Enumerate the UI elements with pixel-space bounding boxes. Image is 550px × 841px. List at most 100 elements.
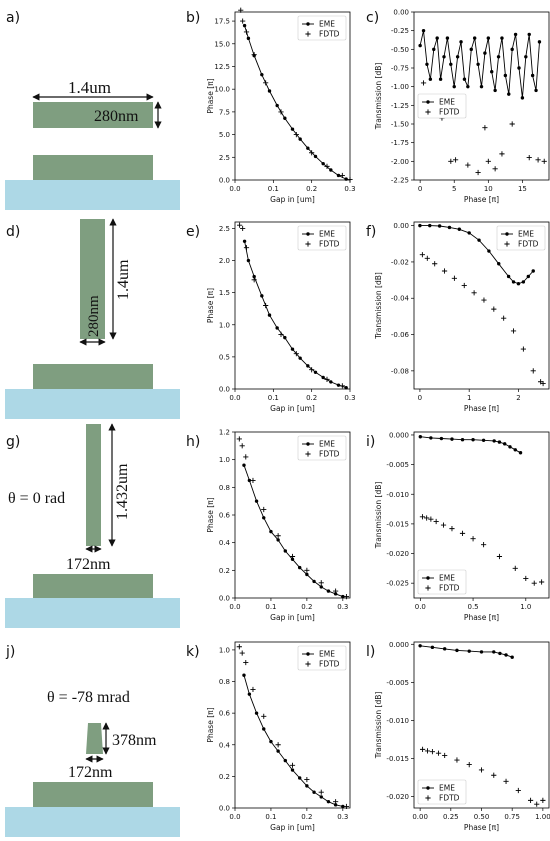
series-line — [243, 675, 343, 807]
panel-label-d: d) — [6, 224, 20, 240]
x-tick-label: 0.0 — [229, 813, 240, 821]
data-point — [429, 436, 433, 440]
data-point — [441, 268, 448, 274]
width-label: 172nm — [68, 764, 113, 781]
substrate — [5, 180, 180, 210]
x-tick-label: 0.00 — [412, 813, 428, 821]
y-tick-label: 0.6 — [219, 512, 231, 520]
y-tick-label: 0.4 — [219, 539, 231, 547]
data-point — [521, 280, 526, 284]
data-point — [242, 23, 247, 28]
x-tick-label: 5 — [452, 185, 456, 193]
series-eme — [418, 644, 514, 659]
data-point — [243, 454, 249, 460]
legend-marker — [305, 241, 311, 247]
data-point — [312, 579, 316, 584]
x-tick-label: 0.75 — [504, 813, 520, 821]
series-line — [243, 465, 343, 598]
data-point — [236, 436, 242, 442]
panel-label-c: c) — [366, 10, 379, 26]
series-eme — [418, 435, 523, 455]
y-tick-label: -2.00 — [391, 158, 409, 166]
width-label: 280nm — [86, 295, 102, 337]
data-point — [275, 103, 279, 108]
data-point — [278, 109, 284, 115]
y-tick-label: 2.5 — [219, 154, 230, 162]
data-point — [442, 55, 446, 59]
legend-marker — [425, 585, 431, 591]
x-tick-label: 0.25 — [443, 813, 459, 821]
data-point — [490, 70, 494, 74]
data-point — [261, 713, 267, 719]
chart-i: 0.0 0.5 1.0 0.000 -0.005 -0.010 -0.015 -0.020 -0… — [374, 431, 550, 622]
x-tick-label: 2 — [516, 394, 520, 402]
data-point — [333, 803, 338, 807]
data-point — [432, 261, 438, 267]
series-eme — [242, 673, 345, 809]
data-point — [492, 166, 498, 172]
y-tick-label: -1.75 — [391, 139, 409, 147]
data-point — [459, 40, 463, 44]
data-point — [283, 116, 287, 120]
data-point — [276, 749, 280, 753]
data-point — [344, 177, 348, 181]
y-tick-label: -0.04 — [391, 295, 410, 303]
data-point — [269, 529, 273, 534]
legend-label: FDTD — [439, 108, 460, 117]
data-point — [438, 77, 443, 81]
data-point — [309, 150, 315, 156]
data-point — [499, 151, 505, 157]
data-point — [510, 328, 517, 334]
x-tick-label: 0.0 — [229, 603, 240, 611]
data-point — [493, 88, 497, 93]
data-point — [508, 445, 512, 449]
data-point — [455, 55, 460, 59]
x-axis-label: Gap in [um] — [270, 195, 315, 204]
data-point — [421, 28, 426, 33]
chart-h: 0.0 0.1 0.2 0.3 0.0 0.2 0.4 0.6 0.8 1.0 1.2 Gap in … — [206, 429, 351, 622]
legend-marker — [504, 241, 510, 247]
data-point — [531, 580, 537, 586]
data-point — [326, 589, 331, 593]
data-point — [242, 463, 246, 467]
data-point — [506, 274, 511, 279]
x-tick-label: 0.2 — [301, 603, 312, 611]
data-point — [469, 47, 473, 52]
chart-l: 0.00 0.25 0.50 0.75 1.00 0.000 -0.005 -0.010 -0.… — [374, 641, 550, 832]
data-point — [262, 727, 266, 731]
data-point — [430, 645, 435, 650]
data-point — [479, 84, 484, 89]
legend-label: EME — [319, 20, 335, 29]
data-point — [278, 331, 284, 338]
data-point — [429, 749, 436, 755]
data-point — [477, 238, 481, 242]
data-point — [283, 758, 288, 763]
y-tick-label: 1.0 — [219, 646, 230, 654]
legend-marker — [306, 22, 310, 26]
data-point — [251, 277, 257, 283]
data-point — [497, 440, 502, 444]
data-point — [293, 131, 299, 138]
substrate — [5, 598, 180, 628]
x-tick-label: 1 — [467, 394, 471, 402]
data-point — [452, 157, 459, 163]
y-tick-label: 0.8 — [219, 678, 230, 686]
y-tick-label: -1.00 — [391, 83, 409, 91]
plot-frame — [234, 221, 351, 390]
data-point — [276, 538, 280, 542]
y-tick-label: -0.50 — [391, 46, 409, 54]
charts: 0.0 0.1 0.2 0.30.02.55.07.510.012.515.017.5… — [206, 7, 550, 832]
chart-k: 0.0 0.1 0.2 0.3 0.0 0.2 0.4 0.6 0.8 1.0 Gap in [um… — [206, 641, 351, 832]
data-point — [267, 89, 272, 93]
data-point — [503, 778, 509, 784]
data-point — [503, 442, 507, 446]
data-point — [523, 575, 529, 582]
data-point — [452, 84, 456, 89]
legend-label: FDTD — [439, 584, 460, 593]
x-tick-label: 0.1 — [268, 394, 279, 402]
data-point — [492, 650, 496, 654]
legend-marker — [426, 100, 430, 104]
schematic-g: 1.432um θ = 0 rad 172nm — [5, 423, 180, 628]
x-tick-label: 15 — [518, 185, 527, 193]
